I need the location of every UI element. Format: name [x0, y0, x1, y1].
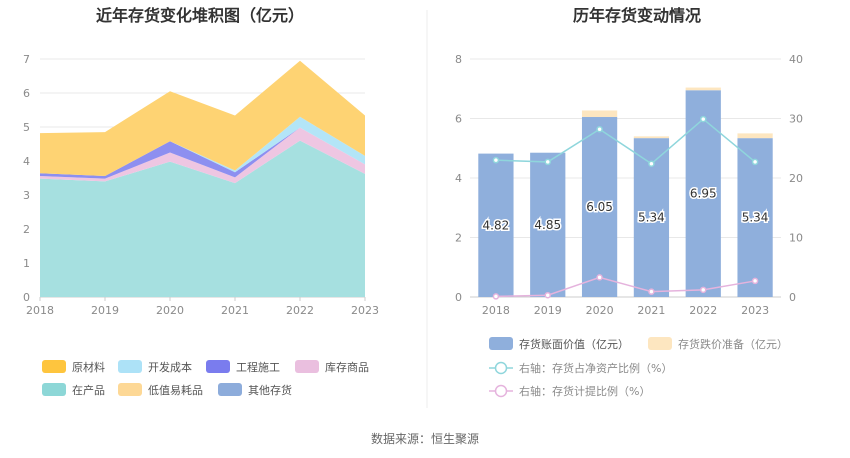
bar-book-value [530, 152, 566, 297]
line-point-2 [596, 125, 603, 133]
right-y2-tick-label: 20 [789, 172, 803, 185]
left-x-tick-label: 2021 [221, 304, 249, 317]
left-y-tick-label: 1 [23, 257, 30, 270]
legend-label-6: 其他存货 [248, 383, 292, 397]
bar-line-chart: 历年存货变动情况 4.82 4.856.055.346.955.34 024680… [455, 6, 803, 398]
legend-swatch-book-value [489, 337, 513, 350]
right-legend: 存货账面价值（亿元） 存货跌价准备（亿元） 右轴：存货占净资产比例（%） 右轴：存货计… [489, 337, 788, 398]
legend-swatch-6 [218, 383, 242, 396]
legend-label-1: 开发成本 [148, 360, 192, 374]
line-series-2 [495, 118, 756, 165]
right-chart-title: 历年存货变动情况 [573, 6, 701, 25]
bar-data-label: 5.34 [638, 211, 665, 225]
legend-swatch-0 [42, 360, 66, 373]
line-point-3 [544, 291, 551, 299]
left-areas [40, 60, 365, 297]
right-x-tick-label: 2021 [637, 304, 665, 317]
bar-data-label: 4.85 [534, 218, 561, 232]
legend-marker-3 [494, 384, 508, 398]
left-y-tick-label: 5 [23, 121, 30, 134]
line-point-3 [700, 286, 707, 294]
line-point-2 [700, 115, 707, 123]
left-y-tick-label: 0 [23, 291, 30, 304]
line-series-3 [495, 276, 756, 298]
legend-label-line-2: 右轴：存货占净资产比例（%） [519, 361, 672, 375]
legend-label-2: 工程施工 [236, 361, 280, 374]
left-y-tick-label: 3 [23, 189, 30, 202]
left-y-tick-label: 7 [23, 53, 30, 66]
line-point-3 [492, 293, 500, 300]
right-lines [492, 115, 759, 300]
right-x-tick-label: 2020 [586, 304, 614, 317]
stacked-area-chart: 近年存货变化堆积图（亿元） 0 1 2 3 4 5 6 7 2018 2019 2020 2021 20… [23, 6, 379, 397]
legend-label-3: 库存商品 [325, 360, 369, 374]
bar-impairment-reserve [737, 133, 773, 139]
bar-impairment-reserve [581, 110, 618, 118]
bar-data-label: 5.34 [742, 211, 769, 225]
legend-swatch-reserve [648, 337, 672, 350]
right-grid [470, 58, 781, 298]
line-point-3 [596, 274, 603, 281]
left-x-tick-label: 2018 [26, 304, 54, 317]
left-x-tick-label: 2020 [156, 304, 184, 317]
line-point-2 [751, 158, 759, 166]
legend-label-4: 在产品 [72, 383, 105, 397]
area-series-1 [40, 127, 365, 184]
legend-swatch-2 [206, 360, 230, 373]
bar-book-value [581, 117, 618, 297]
legend-label-reserve: 存货跌价准备（亿元） [678, 337, 788, 351]
right-y-tick-label: 8 [455, 53, 462, 66]
legend-swatch-1 [118, 360, 142, 373]
right-y-tick-label: 4 [455, 172, 462, 185]
left-y-tick-label: 4 [23, 155, 30, 168]
right-y2-tick-label: 0 [789, 291, 796, 304]
line-point-2 [492, 156, 500, 164]
left-y-tick-label: 6 [23, 87, 30, 100]
area-series-3 [40, 116, 365, 176]
right-y-tick-label: 6 [455, 113, 462, 126]
legend-label-book-value: 存货账面价值（亿元） [519, 337, 629, 351]
legend-swatch-4 [42, 383, 66, 396]
legend-marker-2 [494, 361, 508, 375]
left-x-tick-label: 2023 [351, 304, 379, 317]
line-point-2 [544, 158, 551, 166]
legend-swatch-3 [295, 360, 319, 373]
legend-label-5: 低值易耗品 [148, 384, 203, 397]
right-y-tick-label: 0 [455, 291, 462, 304]
data-source-note: 数据来源：恒生聚源 [370, 432, 479, 446]
area-series-0 [40, 140, 365, 297]
right-y2-tick-label: 30 [789, 113, 803, 126]
bar-data-label: 4.82 [483, 218, 510, 232]
legend-label-line-3: 右轴：存货计提比例（%） [519, 384, 650, 398]
area-series-6 [40, 60, 365, 176]
bar-impairment-reserve [685, 87, 721, 91]
legend-swatch-5 [118, 383, 142, 396]
right-bars: 4.82 4.85 6.05 5.34 6.95 5.34 [478, 87, 773, 297]
right-x-tick-label: 2022 [689, 304, 717, 317]
left-x-tick-label: 2019 [91, 304, 119, 317]
line-point-2 [648, 160, 655, 167]
bar-book-value [478, 153, 514, 297]
right-y2-tick-label: 10 [789, 232, 803, 245]
bar-data-label: 6.05 [586, 200, 613, 214]
line-point-3 [751, 277, 759, 285]
right-y2-tick-label: 40 [789, 53, 803, 66]
legend-label-0: 原材料 [72, 360, 105, 374]
right-axes: 0 2 4 6 8 0 10 20 30 40 2018 2019 2020 2021 2022 2023 [455, 53, 803, 317]
left-chart-title: 近年存货变化堆积图（亿元） [96, 6, 304, 25]
right-x-tick-label: 2018 [482, 304, 510, 317]
right-x-tick-label: 2023 [741, 304, 769, 317]
left-y-tick-label: 2 [23, 223, 30, 236]
right-y-tick-label: 2 [455, 232, 462, 245]
left-x-tick-label: 2022 [286, 304, 314, 317]
bar-impairment-reserve [633, 136, 670, 139]
left-axes: 0 1 2 3 4 5 6 7 2018 2019 2020 2021 2022 2023 [23, 53, 379, 317]
bar-data-label: 6.95 [690, 187, 717, 201]
line-point-3 [648, 288, 655, 295]
right-x-tick-label: 2019 [534, 304, 562, 317]
bar-book-value [685, 90, 721, 297]
